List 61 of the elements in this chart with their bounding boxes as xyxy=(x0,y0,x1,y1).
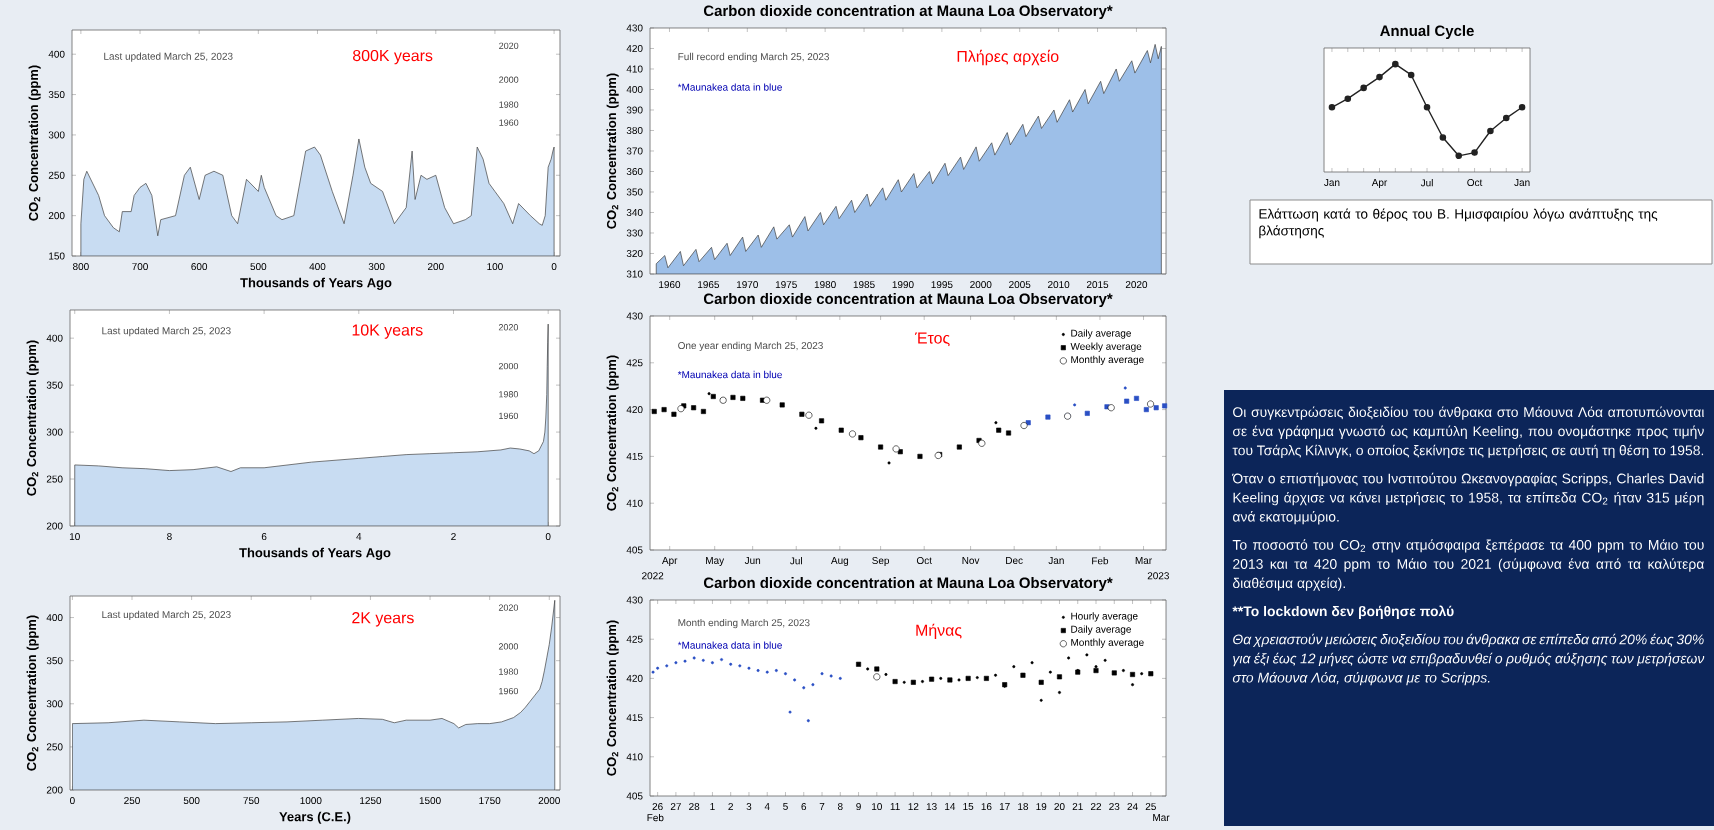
point xyxy=(1423,104,1431,111)
point xyxy=(1153,405,1159,411)
point xyxy=(651,408,657,414)
point xyxy=(805,411,813,419)
point xyxy=(661,407,667,413)
point xyxy=(874,666,880,672)
point xyxy=(1471,149,1478,156)
point xyxy=(947,677,953,683)
point xyxy=(1407,71,1415,79)
point xyxy=(1455,152,1463,160)
point xyxy=(1104,404,1110,410)
point xyxy=(929,676,935,682)
point xyxy=(897,449,903,455)
point xyxy=(1392,60,1399,68)
point xyxy=(700,408,706,414)
point xyxy=(1502,114,1510,122)
point xyxy=(1020,422,1028,429)
point xyxy=(1518,104,1526,111)
point xyxy=(956,444,962,450)
point xyxy=(996,427,1002,433)
point xyxy=(1344,95,1352,102)
point xyxy=(1130,671,1136,677)
point xyxy=(1439,134,1447,141)
point xyxy=(799,411,805,417)
point xyxy=(740,395,746,401)
point xyxy=(965,675,971,681)
point xyxy=(858,435,864,441)
point xyxy=(1111,670,1117,676)
point xyxy=(1006,430,1012,436)
point xyxy=(892,679,898,685)
point xyxy=(1045,414,1051,420)
point xyxy=(873,673,881,681)
point xyxy=(779,402,785,408)
point xyxy=(691,405,697,411)
point xyxy=(1107,404,1115,412)
point xyxy=(1025,420,1031,426)
point xyxy=(838,427,844,433)
point xyxy=(1143,407,1149,413)
point xyxy=(1148,671,1154,677)
point xyxy=(1328,104,1336,111)
point xyxy=(910,679,916,685)
point xyxy=(983,675,989,681)
point xyxy=(819,418,825,424)
point xyxy=(763,396,771,404)
point xyxy=(730,394,736,400)
point xyxy=(917,453,923,459)
point xyxy=(1084,410,1090,416)
point xyxy=(1124,398,1130,404)
point xyxy=(848,430,856,438)
point xyxy=(1056,674,1062,680)
point xyxy=(1147,400,1155,408)
point xyxy=(856,661,862,667)
point xyxy=(1093,668,1099,674)
point xyxy=(1162,403,1168,409)
point xyxy=(1038,679,1044,685)
point xyxy=(1360,84,1367,92)
point xyxy=(878,444,884,450)
point xyxy=(671,411,677,417)
point xyxy=(892,445,900,453)
point xyxy=(1376,73,1383,81)
point xyxy=(1487,127,1494,135)
